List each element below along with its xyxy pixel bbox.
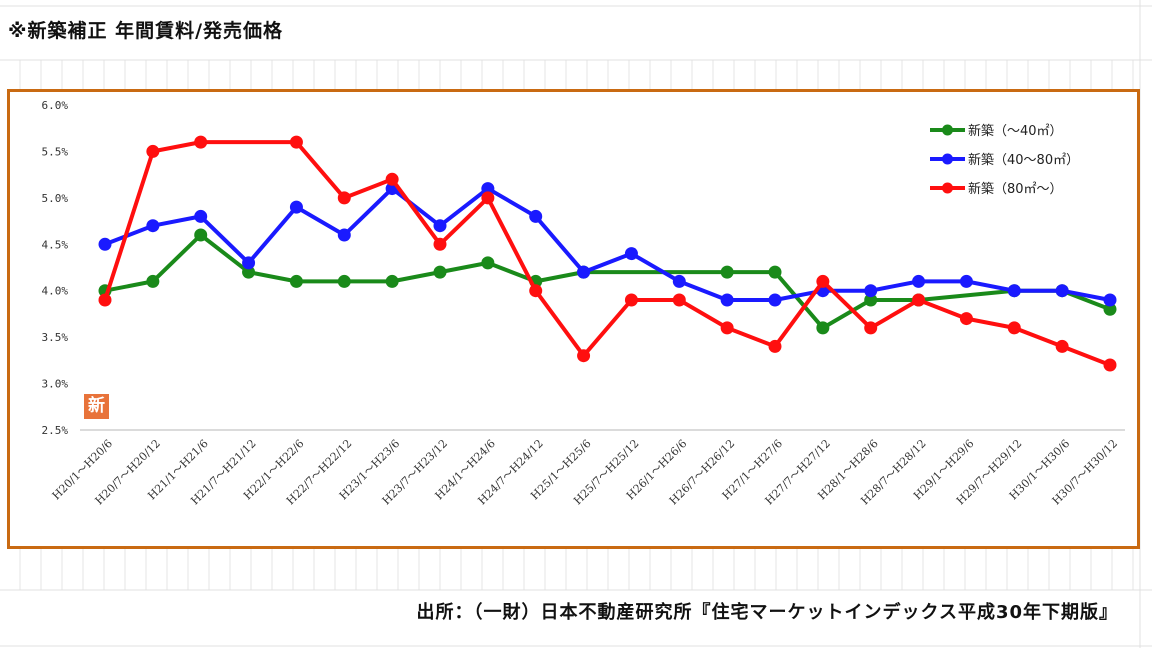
data-point <box>337 274 351 288</box>
data-point <box>768 293 782 307</box>
data-point <box>768 339 782 353</box>
legend-entry: 新築（80㎡～） <box>930 181 1063 197</box>
data-point <box>433 265 447 279</box>
data-point <box>577 265 591 279</box>
y-tick-label: 4.0% <box>42 285 69 298</box>
source-note: 出所：（一財）日本不動産研究所『住宅マーケットインデックス平成30年下期版』 <box>416 602 1118 623</box>
data-point <box>1007 321 1021 335</box>
data-point <box>433 237 447 251</box>
data-point <box>385 172 399 186</box>
data-point <box>337 228 351 242</box>
data-point <box>720 265 734 279</box>
legend-swatch-marker <box>942 153 953 165</box>
data-point <box>242 265 256 279</box>
data-point <box>1103 293 1117 307</box>
data-point <box>672 274 686 288</box>
data-point <box>720 321 734 335</box>
legend-entry: 新築（40～80㎡） <box>930 152 1079 168</box>
data-point <box>146 274 160 288</box>
legend-entry: 新築（～40㎡） <box>930 123 1063 139</box>
data-point <box>337 191 351 205</box>
data-point <box>768 265 782 279</box>
data-point <box>1055 339 1069 353</box>
data-point <box>529 209 543 223</box>
line-chart: 6.0%5.5%5.0%4.5%4.0%3.5%3.0%2.5%H20/1～H2… <box>42 99 1125 507</box>
y-tick-label: 2.5% <box>42 424 69 437</box>
data-point <box>816 274 830 288</box>
legend-swatch-marker <box>942 124 953 136</box>
data-point <box>624 293 638 307</box>
legend-label: 新築（～40㎡） <box>968 123 1063 139</box>
data-point <box>529 284 543 298</box>
data-point <box>1055 284 1069 298</box>
data-point <box>864 284 878 298</box>
legend-label: 新築（40～80㎡） <box>968 152 1079 168</box>
data-point <box>194 209 208 223</box>
data-point <box>959 312 973 326</box>
data-point <box>289 274 303 288</box>
y-tick-label: 5.5% <box>42 145 69 158</box>
page-title: ※新築補正 年間賃料/発売価格 <box>8 20 284 42</box>
data-point <box>864 321 878 335</box>
data-point <box>433 219 447 233</box>
legend-swatch-marker <box>942 182 953 194</box>
data-point <box>864 293 878 307</box>
new-build-badge: 新 <box>84 394 109 419</box>
data-point <box>289 200 303 214</box>
y-tick-label: 4.5% <box>42 238 69 251</box>
chart-frame: 6.0% 5.5% 5.0% 4.5% 4.0% 3.5% 3.0% 2.5% H20/1～H2… <box>7 89 1140 549</box>
data-point <box>577 349 591 363</box>
data-point <box>98 237 112 251</box>
data-point <box>242 256 256 270</box>
data-point <box>672 293 686 307</box>
legend-label: 新築（80㎡～） <box>968 181 1063 197</box>
data-point <box>385 274 399 288</box>
data-point <box>816 321 830 335</box>
series-2 <box>98 182 1117 307</box>
data-point <box>98 293 112 307</box>
data-point <box>146 219 160 233</box>
y-tick-label: 3.5% <box>42 331 69 344</box>
y-tick-label: 6.0% <box>42 99 69 112</box>
data-point <box>959 274 973 288</box>
data-point <box>481 256 495 270</box>
data-point <box>481 182 495 196</box>
data-point <box>289 135 303 149</box>
data-point <box>1103 358 1117 372</box>
data-point <box>912 274 926 288</box>
data-point <box>481 191 495 205</box>
data-point <box>912 293 926 307</box>
data-point <box>720 293 734 307</box>
series-line <box>104 186 1111 302</box>
data-point <box>194 135 208 149</box>
data-point <box>194 228 208 242</box>
data-point <box>1007 284 1021 298</box>
y-tick-label: 3.0% <box>42 378 69 391</box>
y-tick-label: 5.0% <box>42 192 69 205</box>
data-point <box>146 144 160 158</box>
data-point <box>1103 302 1117 316</box>
data-point <box>624 247 638 261</box>
series-3 <box>98 135 1117 372</box>
